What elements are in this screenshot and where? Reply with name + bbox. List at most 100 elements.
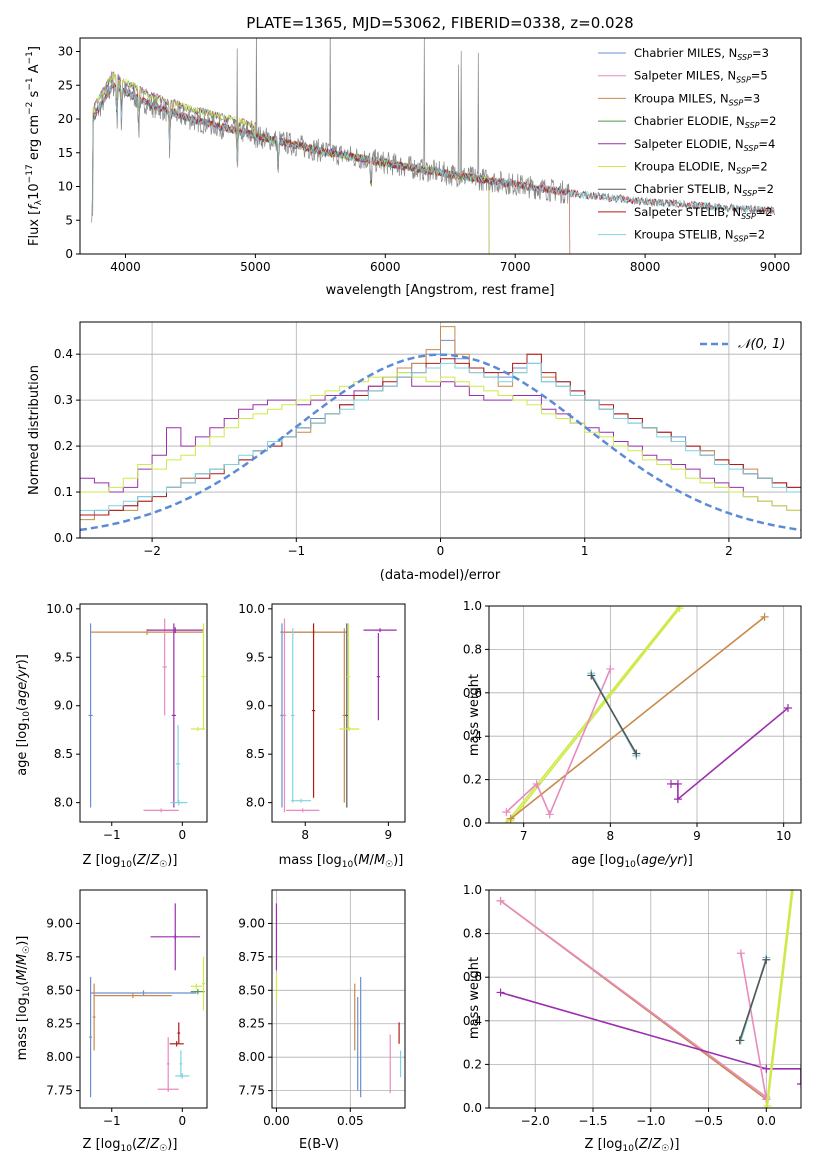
y-tick-label: 30: [58, 45, 73, 59]
spectrum-legend: Chabrier MILES, NSSP=3 Salpeter MILES, NS…: [598, 46, 776, 244]
weight-marker: [787, 890, 796, 894]
y-tick-label: 9.00: [46, 916, 73, 930]
y-tick-label: 10.0: [46, 602, 73, 616]
y-tick-label: 15: [58, 146, 73, 160]
ebv-mass-panel: 0.00 0.05 7.75 8.00 8.25 8.50 8.75 9.00: [238, 889, 406, 1128]
y-tick-label: 8.50: [238, 983, 265, 997]
weight-marker: [587, 671, 596, 680]
x-tick-label: 8: [301, 828, 309, 842]
residual-grid: −2 −1 0 1 2 0.0 0.1 0.2 0.3 0.4: [54, 322, 801, 558]
weight-marker: [735, 1036, 744, 1045]
y-tick-label: 8.0: [246, 796, 265, 810]
y-tick-label: 8.5: [54, 747, 73, 761]
x-tick-label: −1.0: [636, 1114, 665, 1128]
y-tick-label: 7.75: [46, 1084, 73, 1098]
y-tick-label: 5: [65, 213, 73, 227]
weight-marker: [760, 612, 769, 621]
legend-label: Salpeter ELODIE, NSSP=4: [634, 137, 775, 153]
observed-spectrum: [91, 38, 571, 223]
weight-marker: [502, 808, 511, 817]
x-tick-label: −2: [143, 544, 161, 558]
y-tick-label: 0.0: [463, 816, 482, 830]
x-tick-label: 9: [693, 829, 701, 843]
gauss-legend-label: 𝒩(0, 1): [738, 337, 785, 352]
weight-marker: [532, 779, 541, 788]
weight-marker: [496, 988, 505, 997]
x-tick-label: −2.0: [521, 1114, 550, 1128]
y-tick-label: 0.6: [463, 686, 482, 700]
gaussian-curve: [79, 353, 802, 532]
weight-marker: [506, 814, 515, 823]
x-tick-label: 0.00: [263, 1114, 290, 1128]
y-tick-label: 0.4: [463, 729, 482, 743]
spectrum-frame: [79, 37, 802, 255]
weight-line: [739, 959, 768, 1041]
legend-label: Kroupa MILES, NSSP=3: [634, 91, 760, 107]
x-tick-label: 8: [607, 829, 615, 843]
panel-marks: [275, 903, 402, 1098]
weight-line: [740, 953, 768, 1100]
x-tick-label: 0.0: [757, 1114, 776, 1128]
weight-line: [505, 606, 681, 823]
y-tick-label: 8.25: [46, 1017, 73, 1031]
spectrum-panel: 4000 5000 6000 7000 8000 9000 0 5 10 15 20 25 30 wav…: [25, 37, 802, 298]
x-tick-label: 2: [725, 544, 733, 558]
legend-label: Chabrier MILES, NSSP=3: [634, 46, 769, 62]
y-tick-label: 0.2: [463, 1057, 482, 1071]
spectrum-xlabel: wavelength [Angstrom, rest frame]: [326, 283, 555, 298]
weight-line: [510, 616, 766, 820]
y-tick-label: 7.75: [238, 1084, 265, 1098]
legend-label: Kroupa ELODIE, NSSP=2: [634, 160, 768, 176]
y-tick-label: 0.8: [463, 927, 482, 941]
x-tick-label: 6000: [370, 260, 401, 274]
y-tick-label: 10: [58, 180, 73, 194]
legend-label: Salpeter STELIB, NSSP=2: [634, 205, 773, 221]
weight-line: [766, 890, 794, 1106]
weight-marker: [797, 1064, 801, 1073]
panel-frame: [271, 889, 406, 1109]
y-tick-label: 10.0: [238, 602, 265, 616]
y-tick-label: 0.2: [54, 439, 73, 453]
weight-marker: [788, 890, 797, 894]
y-tick-label: 9.5: [54, 650, 73, 664]
residual-frame: [79, 321, 802, 539]
ebv-mass-xlabel: E(B-V): [299, 1137, 339, 1152]
weight-marker: [762, 955, 771, 964]
z-mass-panel: −1 0 7.75 8.00 8.25 8.50 8.75 9.00: [46, 889, 208, 1128]
residual-panel: −2 −1 0 1 2 0.0 0.1 0.2 0.3 0.4 (data-model)/erro…: [27, 321, 802, 583]
y-tick-label: 0: [65, 247, 73, 261]
z-mass-xlabel: Z [log10(Z/Z☉)]: [83, 1137, 178, 1154]
weight-marker: [675, 606, 684, 613]
weight-line: [590, 675, 637, 754]
y-tick-label: 1.0: [463, 599, 482, 613]
z-weight-panel: −2.0 −1.5 −1.0 −0.5 0.0 0.0 0.2 0.4 0.6 0.8 1.0: [463, 883, 802, 1128]
x-tick-label: 7000: [500, 260, 531, 274]
panel-frame: [488, 605, 802, 824]
weight-marker: [736, 949, 745, 958]
z-weight-xlabel: Z [log10(Z/Z☉)]: [585, 1137, 680, 1154]
age-weight-panel: 7 8 9 10 0.0 0.2 0.4 0.6 0.8 1.0: [463, 599, 802, 843]
weight-marker: [784, 703, 792, 712]
y-tick-label: 8.5: [246, 747, 265, 761]
y-tick-label: 8.50: [46, 983, 73, 997]
spectrum-lines: [91, 38, 775, 254]
panel-marks: [496, 890, 801, 1108]
y-tick-label: 8.00: [238, 1050, 265, 1064]
spectrum-plot-area: [91, 38, 775, 254]
z-age-panel: −1 0 8.0 8.5 9.0 9.5 10.0: [46, 602, 208, 842]
y-tick-label: 0.6: [463, 970, 482, 984]
x-tick-label: 1: [581, 544, 589, 558]
x-tick-label: 0.05: [337, 1114, 364, 1128]
residual-legend: 𝒩(0, 1): [700, 337, 785, 352]
panel-frame: [488, 889, 802, 1109]
model-spectrum: [91, 82, 775, 215]
panel-frame: [79, 603, 208, 823]
weight-marker: [545, 810, 554, 819]
y-tick-label: 0.1: [54, 485, 73, 499]
weight-marker: [632, 749, 641, 758]
y-tick-label: 8.25: [238, 1017, 265, 1031]
x-tick-label: 9000: [760, 260, 791, 274]
panel-frame: [271, 603, 406, 823]
z-weight-ylabel: mass weight: [467, 957, 482, 1039]
panel-marks: [502, 606, 792, 823]
